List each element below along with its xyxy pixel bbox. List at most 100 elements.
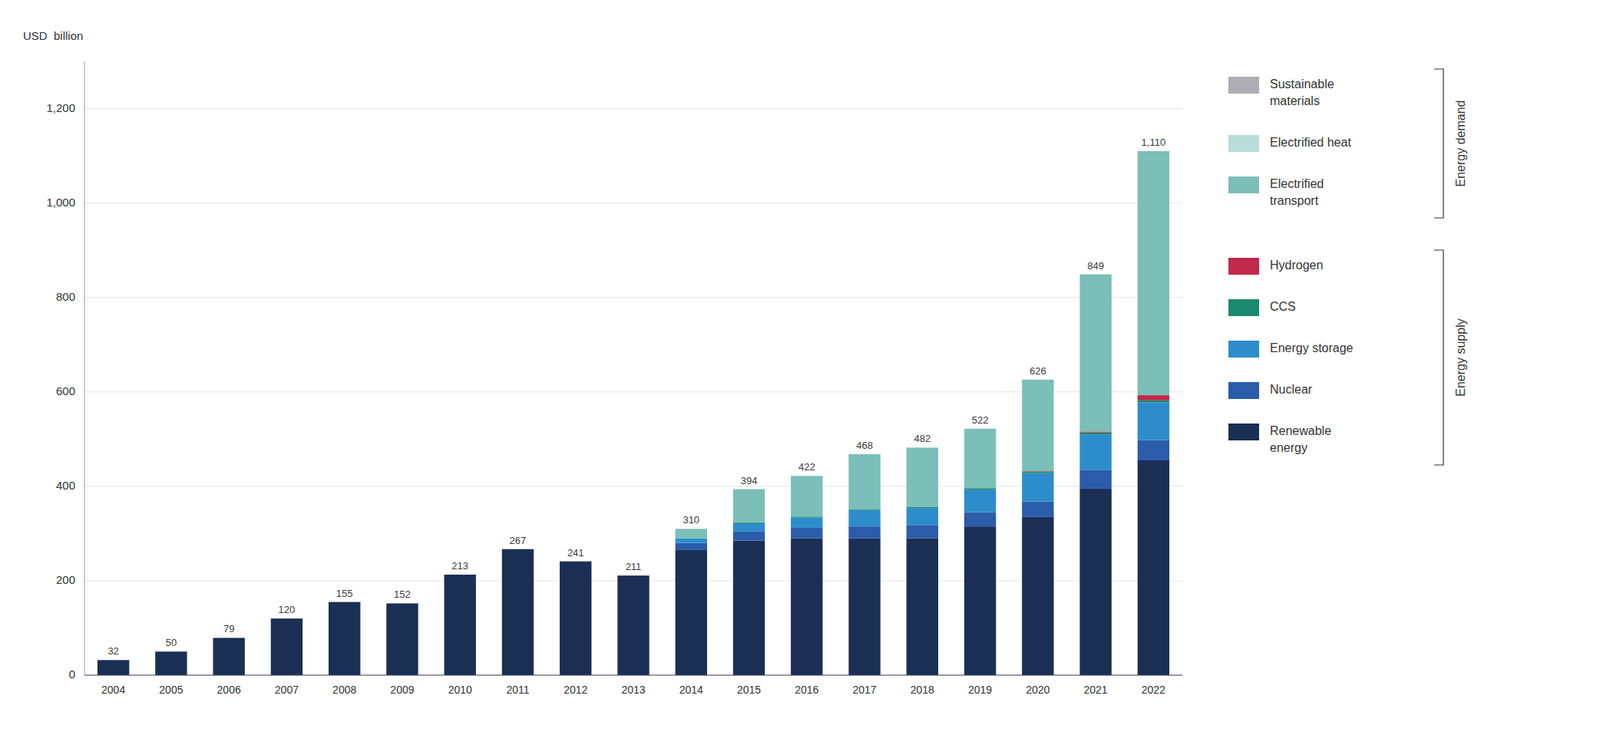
x-tick-label: 2022 xyxy=(1141,684,1166,697)
bar-segment xyxy=(271,618,303,620)
bar-segment xyxy=(328,601,361,603)
bracket-line xyxy=(1434,250,1444,466)
group-label: Energy demand xyxy=(1454,100,1468,188)
bar-segment xyxy=(848,510,880,528)
legend-label: Nuclear xyxy=(1269,383,1313,397)
bar-segment xyxy=(444,574,477,576)
bar-segment xyxy=(617,575,649,577)
grid-line xyxy=(84,675,1183,677)
chart: 02004006008001,0001,200USD billion200420… xyxy=(0,0,1600,745)
total-label: 394 xyxy=(740,475,758,487)
legend-label: Sustainablematerials xyxy=(1269,77,1335,108)
legend-label-line: Electrified heat xyxy=(1269,135,1352,149)
x-tick-label: 2019 xyxy=(968,684,992,697)
bar-segment xyxy=(1021,379,1054,381)
y-tick-label: 800 xyxy=(56,290,76,304)
bar-segment xyxy=(559,561,592,562)
bar-segment xyxy=(790,476,823,477)
bar-segment xyxy=(848,454,880,456)
total-label: 267 xyxy=(509,535,527,547)
bar-segment xyxy=(155,651,187,653)
bar-segment xyxy=(617,575,649,577)
total-label: 849 xyxy=(1087,260,1105,272)
bar-segment xyxy=(559,561,592,562)
x-tick-label: 2004 xyxy=(101,684,126,697)
legend-swatch xyxy=(1228,176,1260,194)
bar-segment xyxy=(1137,460,1170,676)
total-label: 32 xyxy=(107,645,119,658)
total-label: 79 xyxy=(223,623,235,635)
bar-segment xyxy=(964,428,996,430)
total-label: 468 xyxy=(856,439,873,452)
bar-segment xyxy=(1021,473,1054,503)
bar-segment xyxy=(617,575,649,577)
bar-segment xyxy=(97,660,129,662)
legend-label-line: Hydrogen xyxy=(1269,258,1323,272)
bar-segment xyxy=(97,660,129,662)
bar-segment xyxy=(328,601,361,603)
legend-swatch xyxy=(1228,423,1260,441)
bar-segment xyxy=(906,447,939,449)
legend-swatch xyxy=(1228,382,1260,400)
bar-segment xyxy=(502,548,534,550)
x-axis-line xyxy=(84,674,1183,676)
total-label: 213 xyxy=(451,560,469,572)
total-label: 155 xyxy=(336,588,354,600)
bar-segment xyxy=(848,454,880,510)
x-tick-label: 2007 xyxy=(274,684,299,697)
legend: Sustainablematerials Electrified heat Elec… xyxy=(1228,76,1354,455)
bar-segment xyxy=(733,531,765,541)
legend-label: Renewableenergy xyxy=(1269,424,1332,455)
y-tick-label: 600 xyxy=(56,384,76,398)
bar-segment xyxy=(444,574,477,576)
total-label: 626 xyxy=(1029,365,1047,377)
bar-segment xyxy=(97,660,129,662)
legend-label: Electrified heat xyxy=(1269,135,1352,149)
group-bracket: Energy demand xyxy=(1434,69,1468,219)
bar-segment xyxy=(1137,440,1170,461)
bar-segment xyxy=(1021,380,1054,472)
bars xyxy=(97,151,1170,676)
bar-segment xyxy=(444,574,477,576)
x-tick-label: 2016 xyxy=(794,684,819,697)
bar-segment xyxy=(1079,274,1111,275)
bar-segment xyxy=(675,550,708,676)
bar-segment xyxy=(444,575,477,676)
legend-swatch xyxy=(1228,135,1260,153)
total-label: 241 xyxy=(567,547,585,559)
series-bars xyxy=(97,460,1170,676)
total-label: 211 xyxy=(625,561,642,573)
bar-segment xyxy=(617,575,649,577)
bar-segment xyxy=(559,561,592,562)
grid-line xyxy=(84,202,1183,204)
bar-segment xyxy=(790,538,823,676)
x-tick-label: 2020 xyxy=(1025,684,1050,697)
bar-segment xyxy=(1137,150,1170,152)
bar-segment xyxy=(386,603,418,676)
bar-segment xyxy=(155,651,187,653)
bar-segment xyxy=(271,618,303,676)
bar-segment xyxy=(559,561,592,562)
total-label: 482 xyxy=(913,433,931,445)
x-tick-label: 2008 xyxy=(332,684,357,697)
legend-label-line: Energy storage xyxy=(1269,341,1354,355)
legend-swatch xyxy=(1228,340,1260,358)
bar-segment xyxy=(502,548,534,550)
bar-segment xyxy=(906,508,939,526)
total-label: 120 xyxy=(278,604,296,616)
bar-segment xyxy=(964,512,996,527)
bar-segment xyxy=(617,575,649,577)
bar-segment xyxy=(386,603,418,605)
bar-segment xyxy=(502,548,534,550)
legend-label-line: Electrified xyxy=(1269,177,1324,191)
legend-label-line: Nuclear xyxy=(1269,383,1313,397)
bar-segment xyxy=(97,660,129,676)
bar-segment xyxy=(271,618,303,620)
x-ticks: 2004200520062007200820092010201120122013… xyxy=(101,684,1166,697)
bar-segment xyxy=(444,574,477,576)
bar-segment xyxy=(271,618,303,620)
group-bracket: Energy supply xyxy=(1434,250,1468,466)
bar-segment xyxy=(271,618,303,620)
bar-segment xyxy=(790,476,823,517)
bar-segment xyxy=(386,603,418,605)
